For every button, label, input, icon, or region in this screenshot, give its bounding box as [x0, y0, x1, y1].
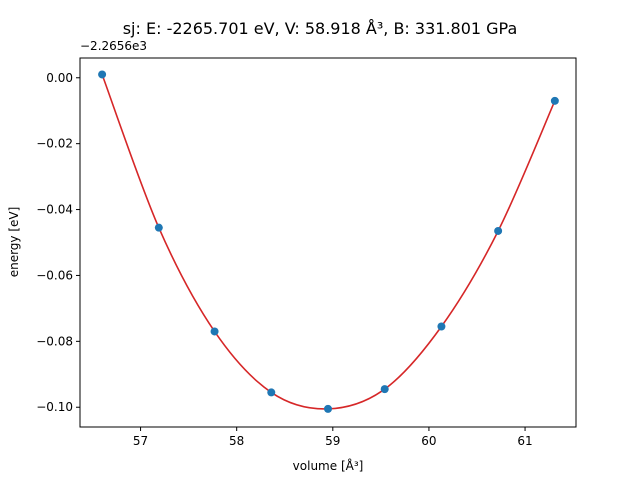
y-tick-label: −0.08 [36, 334, 73, 348]
data-point [98, 70, 107, 79]
fit-curve [101, 74, 556, 410]
y-tick-label: 0.00 [46, 71, 73, 85]
data-point [550, 96, 559, 105]
data-point [267, 388, 276, 397]
y-offset-label: −2.2656e3 [80, 39, 147, 53]
chart-title: sj: E: -2265.701 eV, V: 58.918 Å³, B: 33… [123, 19, 518, 38]
axes-frame [79, 57, 577, 428]
x-axis-label: volume [Å³] [293, 458, 364, 473]
data-point [210, 327, 219, 336]
x-tick-label: 58 [229, 434, 244, 448]
y-tick-label: −0.06 [36, 268, 73, 282]
data-point [154, 223, 163, 232]
y-axis-label: energy [eV] [7, 207, 21, 278]
data-point [324, 404, 332, 413]
data-point [494, 226, 503, 235]
x-tick-label: 59 [325, 434, 340, 448]
data-point [380, 385, 389, 394]
data-point [437, 322, 446, 331]
y-tick-label: −0.04 [36, 203, 73, 217]
x-tick-label: 60 [421, 434, 436, 448]
y-tick-label: −0.10 [36, 400, 73, 414]
y-tick-label: −0.02 [36, 137, 73, 151]
x-tick-label: 61 [517, 434, 532, 448]
x-tick-label: 57 [133, 434, 148, 448]
plot-area: 57 58 59 60 61 0.00 −0.02 −0.04 −0.06 −0.08 −0.10 [36, 70, 559, 448]
